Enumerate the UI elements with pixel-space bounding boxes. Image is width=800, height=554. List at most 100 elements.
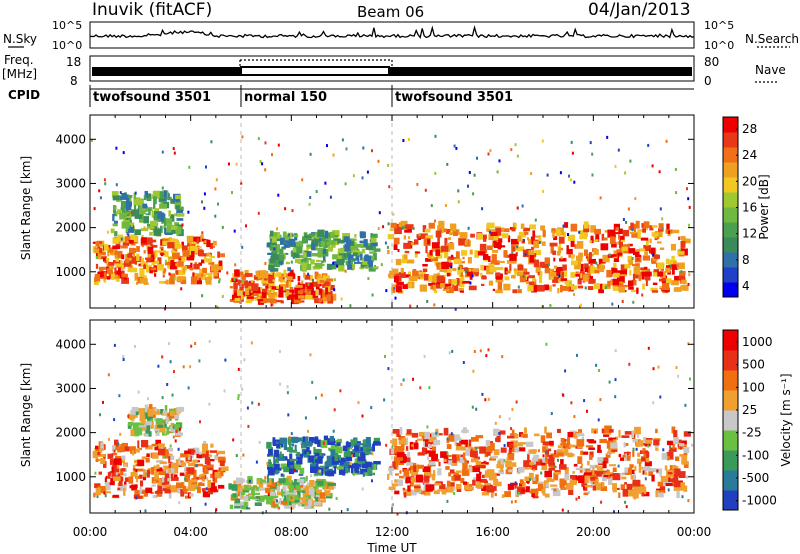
echo-cell [659, 278, 667, 282]
echo-cell [462, 427, 467, 434]
echo-cell [490, 486, 497, 491]
echo-cell [505, 271, 511, 274]
echo-speckle [634, 197, 637, 201]
echo-cell [592, 467, 595, 475]
echo-cell [680, 440, 687, 445]
echo-speckle [386, 245, 389, 249]
echo-cell [204, 457, 211, 465]
echo-cell [403, 492, 407, 498]
echo-cell [505, 460, 512, 468]
echo-cell [405, 480, 409, 484]
echo-cell [300, 453, 304, 459]
echo-speckle [657, 365, 660, 369]
echo-cell [110, 228, 115, 234]
echo-speckle [662, 448, 665, 452]
echo-cell [554, 470, 561, 474]
echo-cell [480, 272, 483, 277]
echo-cell [337, 248, 344, 255]
echo-cell [483, 237, 487, 242]
echo-cell [657, 262, 664, 270]
echo-cell [130, 234, 138, 243]
echo-cell [244, 281, 249, 288]
echo-cell [255, 486, 259, 491]
echo-speckle [595, 363, 598, 367]
echo-cell [306, 447, 309, 452]
echo-cell [624, 482, 627, 485]
echo-cell [193, 470, 197, 478]
echo-cell [311, 287, 314, 294]
echo-cell [612, 483, 617, 491]
echo-cell [604, 425, 612, 433]
echo-cell [121, 458, 125, 463]
echo-speckle [446, 162, 449, 166]
echo-cell [169, 273, 175, 281]
echo-cell [277, 506, 281, 510]
echo-cell [644, 266, 648, 270]
echo-cell [422, 225, 427, 233]
echo-cell [494, 241, 502, 248]
echo-cell [452, 456, 457, 463]
echo-cell [470, 450, 478, 457]
echo-speckle [385, 443, 388, 447]
echo-cell [514, 223, 517, 230]
echo-speckle [488, 230, 491, 234]
echo-cell [324, 471, 330, 476]
echo-cell [469, 249, 473, 255]
echo-cell [678, 443, 685, 447]
echo-cell [189, 245, 197, 251]
echo-cell [583, 492, 589, 496]
echo-speckle [279, 467, 282, 471]
echo-cell [175, 194, 181, 200]
echo-cell [564, 467, 569, 475]
echo-cell [483, 447, 492, 453]
echo-cell [135, 448, 140, 453]
echo-cell [132, 427, 135, 431]
echo-cell [636, 257, 640, 262]
nsearch-label: N.Search [745, 32, 799, 46]
echo-cell [510, 433, 518, 436]
echo-speckle [681, 495, 684, 499]
echo-speckle [118, 394, 121, 398]
echo-cell [169, 262, 177, 270]
echo-cell [144, 404, 148, 413]
echo-cell [447, 482, 455, 488]
colorbar-tick-label: 24 [742, 148, 757, 162]
echo-speckle [221, 294, 224, 298]
echo-cell [332, 462, 337, 469]
echo-cell [262, 283, 268, 286]
echo-cell [145, 213, 150, 216]
echo-cell [620, 484, 626, 491]
echo-cell [147, 197, 152, 201]
echo-cell [612, 439, 617, 445]
echo-cell [361, 248, 366, 254]
echo-cell [271, 286, 277, 290]
echo-cell [322, 481, 331, 484]
echo-cell [169, 214, 175, 222]
echo-cell [537, 284, 545, 292]
echo-speckle [291, 209, 294, 213]
echo-cell [589, 473, 597, 480]
echo-speckle [216, 452, 219, 456]
echo-cell [535, 461, 542, 466]
echo-speckle [303, 485, 305, 489]
echo-speckle [161, 355, 164, 359]
echo-cell [431, 446, 437, 452]
echo-speckle [631, 257, 634, 260]
echo-cell [638, 273, 642, 281]
echo-cell [261, 278, 269, 284]
echo-speckle [587, 491, 590, 494]
echo-cell [267, 252, 275, 255]
echo-cell [157, 424, 164, 428]
echo-cell [654, 254, 660, 259]
echo-cell [278, 254, 285, 261]
echo-cell [607, 469, 610, 473]
echo-speckle [361, 487, 364, 491]
echo-cell [443, 267, 452, 273]
echo-cell [587, 460, 590, 466]
echo-speckle [457, 189, 460, 193]
echo-cell [137, 199, 144, 206]
echo-cell [675, 485, 684, 491]
echo-cell [403, 242, 411, 249]
echo-speckle [514, 481, 517, 485]
x-tick-label: 20:00 [576, 525, 611, 539]
